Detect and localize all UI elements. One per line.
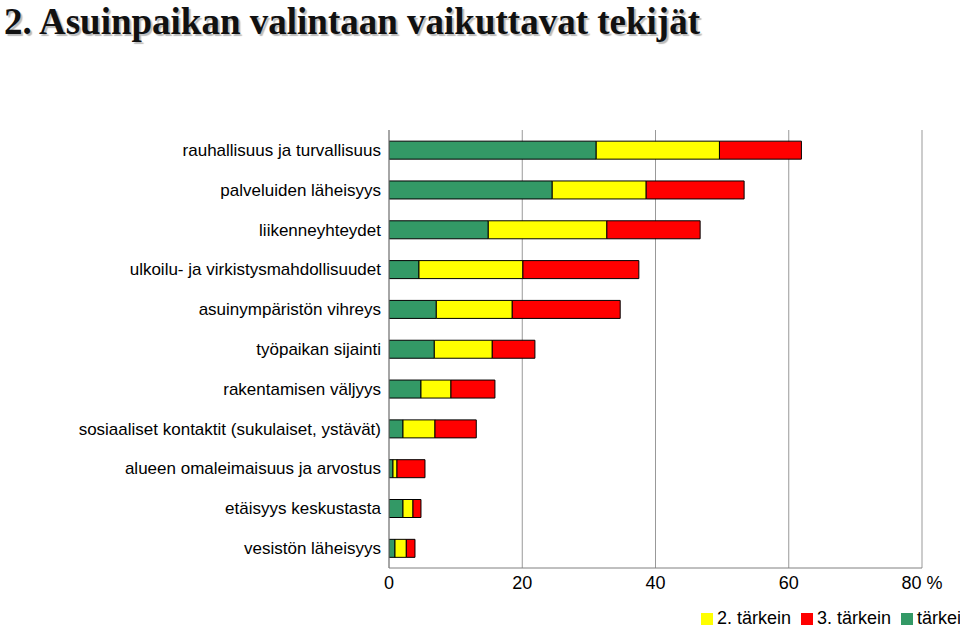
svg-text:alueen omaleimaisuus ja arvost: alueen omaleimaisuus ja arvostus — [125, 459, 381, 478]
svg-text:rakentamisen väljyys: rakentamisen väljyys — [223, 380, 381, 399]
svg-text:60: 60 — [779, 573, 799, 593]
svg-text:20: 20 — [512, 573, 532, 593]
svg-text:0: 0 — [384, 573, 394, 593]
svg-text:80 %: 80 % — [901, 573, 942, 593]
svg-text:rauhallisuus ja turvallisuus: rauhallisuus ja turvallisuus — [183, 141, 381, 160]
html-text:3. tärkein: 3. tärkein — [817, 608, 891, 628]
svg-text:palveluiden läheisyys: palveluiden läheisyys — [220, 181, 381, 200]
svg-text:40: 40 — [645, 573, 665, 593]
svg-text:etäisyys keskustasta: etäisyys keskustasta — [225, 499, 381, 518]
svg-text:työpaikan sijainti: työpaikan sijainti — [256, 340, 381, 359]
svg-text:vesistön läheisyys: vesistön läheisyys — [244, 539, 381, 558]
svg-text:sosiaaliset kontaktit (sukulai: sosiaaliset kontaktit (sukulaiset, ystäv… — [79, 420, 381, 439]
html-text:2. Asuinpaikan valintaan vaiku: 2. Asuinpaikan valintaan vaikuttavat tek… — [4, 1, 700, 42]
svg-text:liikenneyhteydet: liikenneyhteydet — [259, 221, 381, 240]
html-text:2. tärkein: 2. tärkein — [716, 608, 791, 628]
svg-text:ulkoilu- ja virkistysmahdollis: ulkoilu- ja virkistysmahdollisuudet — [130, 260, 382, 279]
svg-text:asuinympäristön vihreys: asuinympäristön vihreys — [199, 300, 381, 319]
